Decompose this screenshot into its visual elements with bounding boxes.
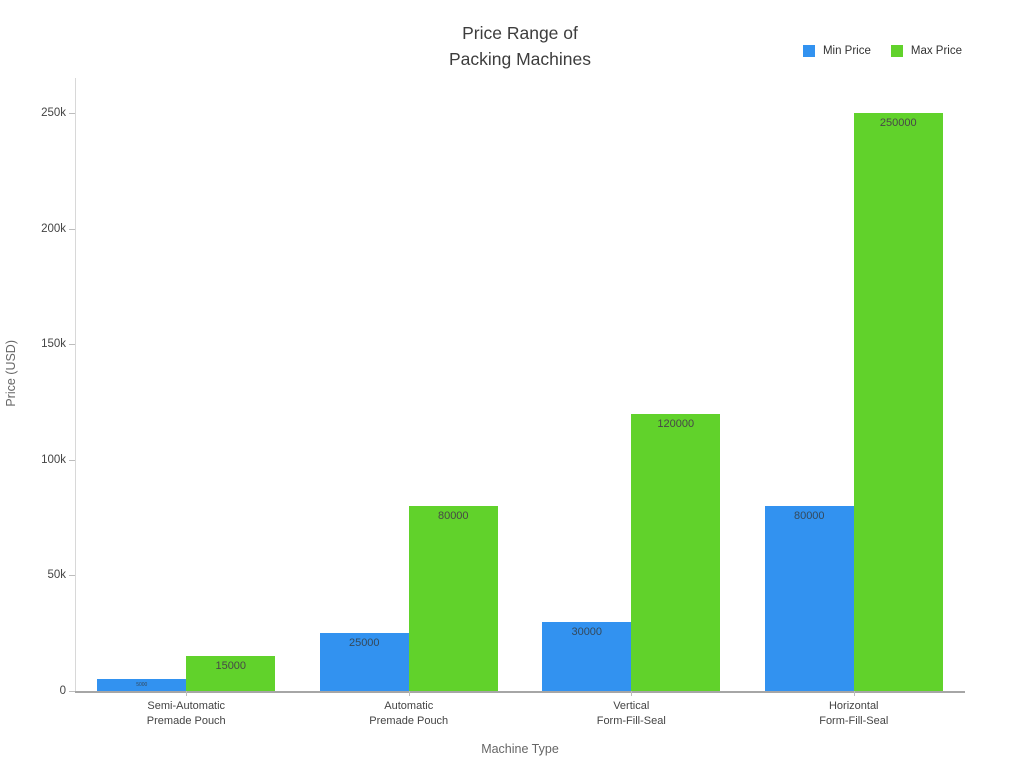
x-category-label: Automatic Premade Pouch	[369, 700, 449, 727]
bar-max-price-3[interactable]	[853, 113, 943, 691]
y-tick-mark	[69, 344, 75, 346]
chart-title: Price Range of Packing Machines	[16, 20, 1024, 72]
y-axis-line	[75, 78, 76, 691]
bar-max-price-0[interactable]	[186, 656, 276, 691]
y-tick-mark	[69, 113, 75, 114]
x-tick-mark	[186, 691, 188, 696]
legend-label-max-price: Max Price	[910, 45, 962, 57]
y-tick-label: 150k	[41, 338, 66, 351]
x-axis-line	[75, 691, 965, 693]
chart-title-line-2: Packing Machines	[448, 49, 592, 69]
min-price-swatch-icon	[802, 45, 815, 57]
max-price-swatch-icon	[890, 45, 903, 57]
legend-item-min-price[interactable]: Min Price	[802, 45, 871, 57]
bar-min-price-3[interactable]	[764, 506, 854, 691]
y-tick-mark	[69, 228, 75, 230]
x-category-label: Semi-Automatic Premade Pouch	[146, 700, 226, 727]
y-tick-label: 0	[59, 685, 66, 697]
legend-label-min-price: Min Price	[822, 45, 871, 57]
y-tick-label: 250k	[41, 107, 66, 119]
y-tick-label: 50k	[47, 569, 66, 582]
x-tick-mark	[408, 691, 410, 696]
bar-min-price-2[interactable]	[542, 621, 632, 691]
bar-min-price-0[interactable]	[97, 679, 187, 691]
x-axis-title: Machine Type	[481, 742, 559, 756]
bar-max-price-2[interactable]	[631, 413, 721, 691]
y-tick-mark	[69, 575, 75, 577]
x-category-label: Vertical Form-Fill-Seal	[596, 700, 666, 727]
y-tick-label: 200k	[41, 222, 66, 235]
y-tick-mark	[69, 459, 75, 461]
y-tick-mark	[69, 691, 75, 692]
legend: Min Price Max Price	[802, 45, 962, 57]
bar-max-price-1[interactable]	[408, 506, 498, 691]
x-tick-mark	[853, 691, 855, 696]
x-category-label: Horizontal Form-Fill-Seal	[819, 700, 889, 727]
legend-item-max-price[interactable]: Max Price	[890, 45, 962, 57]
bar-min-price-1[interactable]	[319, 633, 409, 691]
y-tick-label: 100k	[41, 453, 66, 466]
y-axis-title: Price (USD)	[4, 340, 18, 407]
chart-title-line-1: Price Range of	[462, 23, 578, 43]
x-tick-mark	[631, 691, 633, 696]
